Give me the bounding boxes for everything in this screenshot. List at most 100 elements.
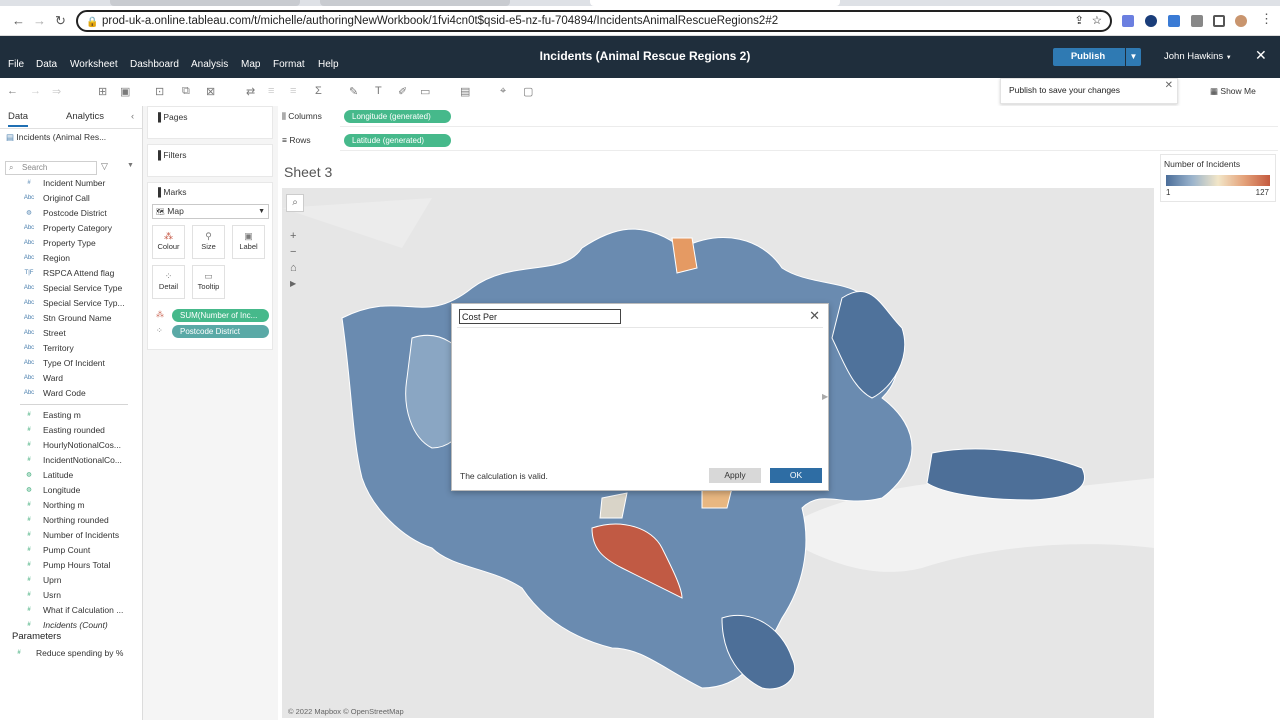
field-item[interactable]: # Number of Incidents: [0, 528, 142, 543]
field-item[interactable]: Abc Type Of Incident: [0, 356, 142, 371]
field-item[interactable]: T|F RSPCA Attend flag: [0, 266, 142, 281]
tooltip-icon[interactable]: ⌖: [500, 85, 507, 97]
pause-updates-icon[interactable]: ▣: [120, 86, 131, 98]
fit-icon[interactable]: ▭: [420, 86, 431, 98]
browser-tab[interactable]: [320, 0, 510, 6]
field-item[interactable]: Abc Special Service Type: [0, 281, 142, 296]
totals-icon[interactable]: Σ: [315, 85, 322, 97]
close-icon[interactable]: ✕: [809, 308, 820, 323]
browser-tab-active[interactable]: [590, 0, 840, 6]
field-item[interactable]: Abc Territory: [0, 341, 142, 356]
extension-icon[interactable]: [1168, 15, 1180, 27]
user-menu[interactable]: John Hawkins ▼: [1164, 51, 1232, 62]
highlight-icon[interactable]: ✎: [349, 86, 359, 98]
rows-shelf[interactable]: Latitude (generated): [340, 130, 1278, 151]
tooltip-button[interactable]: ▭ Tooltip: [192, 265, 225, 299]
ok-button[interactable]: OK: [770, 468, 822, 483]
field-item[interactable]: Abc Street: [0, 326, 142, 341]
more-menu-icon[interactable]: ⋮: [1260, 11, 1273, 26]
format-icon[interactable]: ✐: [398, 86, 408, 98]
colour-button[interactable]: ⁂ Colour: [152, 225, 185, 259]
field-item[interactable]: # Incident Number: [0, 176, 142, 191]
puzzle-icon[interactable]: [1191, 15, 1203, 27]
menu-worksheet[interactable]: Worksheet: [70, 59, 118, 70]
field-item[interactable]: # Easting rounded: [0, 423, 142, 438]
field-item[interactable]: Abc Property Category: [0, 221, 142, 236]
menu-format[interactable]: Format: [273, 59, 305, 70]
fix-axes-icon[interactable]: ▤: [460, 86, 471, 98]
columns-shelf[interactable]: Longitude (generated): [340, 106, 1278, 127]
show-me-button[interactable]: ▦ Show Me: [1210, 86, 1256, 97]
bookmark-star-icon[interactable]: ☆: [1091, 15, 1102, 27]
apply-button[interactable]: Apply: [709, 468, 761, 483]
chevron-down-icon[interactable]: ▼: [1125, 48, 1141, 66]
play-icon[interactable]: ▶: [290, 279, 297, 288]
parameter-item[interactable]: # Reduce spending by %: [0, 646, 142, 661]
tab-data[interactable]: Data: [8, 111, 29, 127]
back-arrow-icon[interactable]: ←: [12, 13, 25, 28]
field-item[interactable]: Abc Stn Ground Name: [0, 311, 142, 326]
new-datasource-icon[interactable]: ⊞: [98, 86, 108, 98]
sort-desc-icon[interactable]: ≡: [290, 85, 297, 97]
presentation-icon[interactable]: ▢: [523, 86, 534, 98]
tab-analytics[interactable]: Analytics: [66, 111, 105, 122]
field-item[interactable]: # Usrn: [0, 588, 142, 603]
field-item[interactable]: # Northing rounded: [0, 513, 142, 528]
field-item[interactable]: ◍ Longitude: [0, 483, 142, 498]
field-item[interactable]: # What if Calculation ...: [0, 603, 142, 618]
detail-button[interactable]: ⁘ Detail: [152, 265, 185, 299]
columns-pill[interactable]: Longitude (generated): [344, 110, 451, 123]
label-button[interactable]: ▣ Label: [232, 225, 265, 259]
profile-avatar[interactable]: [1235, 15, 1247, 27]
new-worksheet-icon[interactable]: ⊡: [155, 86, 165, 98]
pages-card[interactable]: ▐ Pages: [147, 106, 273, 139]
detail-pill[interactable]: Postcode District: [172, 325, 269, 338]
field-item[interactable]: # Pump Hours Total: [0, 558, 142, 573]
menu-help[interactable]: Help: [318, 59, 339, 70]
share-icon[interactable]: ⇪: [1074, 15, 1084, 27]
zoom-out-icon[interactable]: −: [290, 246, 297, 258]
extension-icon[interactable]: [1122, 15, 1134, 27]
extension-icon[interactable]: [1145, 15, 1157, 27]
field-item[interactable]: # IncidentNotionalCo...: [0, 453, 142, 468]
search-input[interactable]: ⌕ Search: [5, 161, 97, 175]
field-item[interactable]: Abc Ward Code: [0, 386, 142, 401]
sort-asc-icon[interactable]: ≡: [268, 85, 275, 97]
redo-icon[interactable]: →: [30, 85, 41, 97]
expand-panel-icon[interactable]: ▶: [822, 392, 829, 401]
replay-icon[interactable]: ⇒: [52, 86, 62, 98]
field-item[interactable]: ◍ Postcode District: [0, 206, 142, 221]
rows-pill[interactable]: Latitude (generated): [344, 134, 451, 147]
menu-dashboard[interactable]: Dashboard: [130, 59, 179, 70]
colour-legend[interactable]: Number of Incidents 1 127: [1160, 154, 1276, 202]
menu-map[interactable]: Map: [241, 59, 261, 70]
close-icon[interactable]: ✕: [1164, 80, 1173, 91]
field-item[interactable]: Abc Ward: [0, 371, 142, 386]
publish-button[interactable]: Publish ▼: [1053, 48, 1141, 66]
field-item[interactable]: Abc Originof Call: [0, 191, 142, 206]
duplicate-sheet-icon[interactable]: ⧉: [182, 85, 190, 97]
field-item[interactable]: # HourlyNotionalCos...: [0, 438, 142, 453]
chevron-down-icon[interactable]: ▼: [127, 162, 134, 169]
undo-icon[interactable]: ←: [7, 85, 18, 97]
field-item[interactable]: # Easting m: [0, 408, 142, 423]
menu-analysis[interactable]: Analysis: [191, 59, 229, 70]
field-item[interactable]: # Pump Count: [0, 543, 142, 558]
field-item[interactable]: # Northing m: [0, 498, 142, 513]
zoom-in-icon[interactable]: +: [290, 230, 297, 242]
size-button[interactable]: ⚲ Size: [192, 225, 225, 259]
field-item[interactable]: ◍ Latitude: [0, 468, 142, 483]
datasource-item[interactable]: ▤ Incidents (Animal Res...: [6, 132, 106, 143]
field-item[interactable]: # Uprn: [0, 573, 142, 588]
mark-type-select[interactable]: 🗺 Map ▼: [152, 204, 269, 219]
browser-tab[interactable]: [110, 0, 300, 6]
sheet-title[interactable]: Sheet 3: [284, 164, 333, 180]
field-item[interactable]: # Incidents (Count): [0, 618, 142, 633]
address-bar[interactable]: 🔒 prod-uk-a.online.tableau.com/t/michell…: [76, 10, 1112, 32]
field-item[interactable]: Abc Region: [0, 251, 142, 266]
swap-icon[interactable]: ⇄: [246, 86, 256, 98]
field-item[interactable]: Abc Special Service Typ...: [0, 296, 142, 311]
menu-data[interactable]: Data: [36, 59, 58, 70]
clear-sheet-icon[interactable]: ⊠: [206, 86, 216, 98]
reload-icon[interactable]: ↻: [55, 13, 66, 28]
